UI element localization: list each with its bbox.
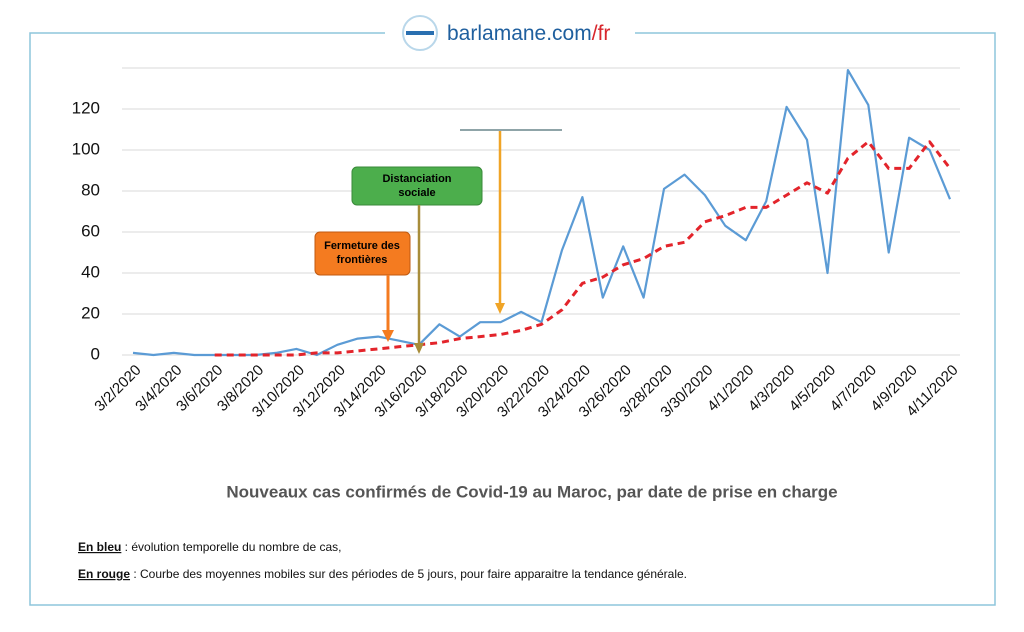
logo-mark bbox=[406, 31, 434, 35]
note: En rouge : Courbe des moyennes mobiles s… bbox=[78, 567, 687, 581]
frame bbox=[29, 32, 996, 606]
y-tick-label: 40 bbox=[81, 262, 100, 281]
chart-title: Nouveaux cas confirmés de Covid-19 au Ma… bbox=[226, 482, 837, 501]
annotation-box bbox=[351, 166, 483, 206]
annotation: Distanciation sociale bbox=[382, 173, 451, 199]
note: En bleu : évolution temporelle du nombre… bbox=[78, 540, 341, 554]
y-tick-label: 60 bbox=[81, 221, 100, 240]
y-tick-label: 20 bbox=[81, 303, 100, 322]
y-tick-label: 100 bbox=[72, 139, 100, 158]
annotation-box bbox=[314, 231, 411, 276]
series-line bbox=[132, 69, 952, 357]
annotation: Fermeture des frontières bbox=[324, 240, 400, 266]
brand: barlamane.com/fr bbox=[447, 22, 610, 45]
arrow-head bbox=[382, 330, 394, 342]
y-tick-label: 0 bbox=[91, 344, 100, 363]
arrow-head bbox=[495, 303, 505, 314]
arrow-head bbox=[414, 343, 424, 354]
y-tick-label: 80 bbox=[81, 180, 100, 199]
y-tick-label: 120 bbox=[72, 98, 100, 117]
series-line bbox=[214, 140, 952, 357]
